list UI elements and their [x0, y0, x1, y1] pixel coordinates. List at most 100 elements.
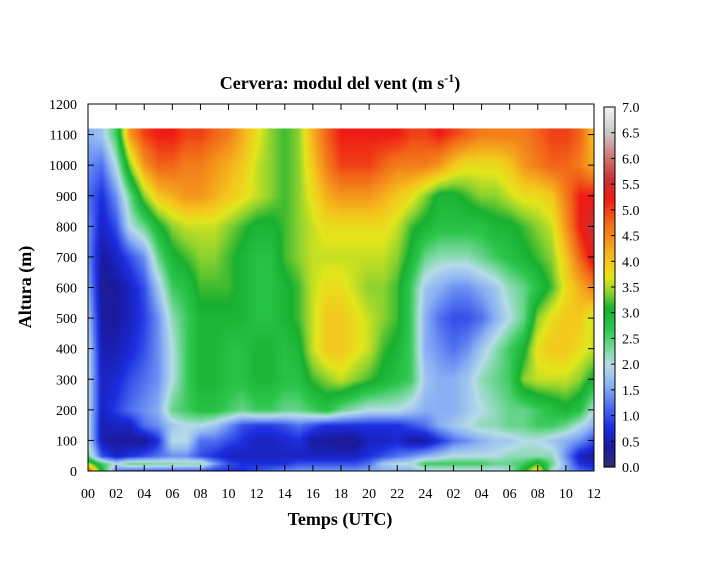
colorbar-swatch: [604, 292, 615, 296]
colorbar-swatch: [604, 287, 615, 291]
colorbar-swatch: [604, 194, 615, 198]
colorbar-swatch: [604, 305, 615, 309]
colorbar-swatch: [604, 369, 615, 373]
colorbar-tick-label: 0.5: [622, 435, 640, 450]
colorbar-swatch: [604, 310, 615, 314]
colorbar-swatch: [604, 266, 615, 270]
colorbar-swatch: [604, 225, 615, 229]
y-tick-label: 400: [56, 343, 77, 358]
colorbar-swatch: [604, 446, 615, 450]
colorbar-tick-label: 2.0: [622, 358, 640, 373]
colorbar-swatch: [604, 312, 615, 316]
colorbar: 0.0 0.5 1.0 1.5 2.0 2.5 3.0 3.5 4.0 4.5 5.0 5.5 6.0 6…: [603, 101, 640, 476]
colorbar-swatch: [604, 289, 615, 293]
colorbar-swatch: [604, 261, 615, 265]
colorbar-swatch: [604, 179, 615, 183]
colorbar-swatch: [604, 161, 615, 165]
colorbar-swatch: [604, 207, 615, 211]
y-tick-label: 100: [56, 434, 77, 449]
colorbar-swatch: [604, 227, 615, 232]
colorbar-swatch: [604, 263, 615, 268]
y-tick-label: 800: [56, 220, 77, 235]
colorbar-swatch: [604, 392, 615, 396]
y-tick-label: 500: [56, 312, 77, 327]
y-tick-label: 700: [56, 251, 77, 266]
colorbar-tick-label: 3.5: [622, 281, 640, 296]
colorbar-swatch: [604, 184, 615, 188]
x-tick-label: 10: [559, 487, 573, 502]
colorbar-tick-label: 1.5: [622, 384, 640, 399]
colorbar-swatch: [604, 143, 615, 147]
colorbar-swatch: [604, 212, 615, 216]
colorbar-swatch: [604, 181, 615, 185]
colorbar-tick-label: 0.0: [622, 461, 640, 476]
colorbar-swatch: [604, 353, 615, 358]
colorbar-swatch: [604, 341, 615, 345]
chart-title-close: ): [454, 73, 460, 94]
chart-title-superscript: -1: [444, 71, 454, 85]
colorbar-swatch: [604, 451, 615, 455]
colorbar-tick-label: 5.5: [622, 178, 640, 193]
colorbar-swatch: [604, 377, 615, 381]
colorbar-swatch: [604, 240, 615, 244]
colorbar-swatch: [604, 235, 615, 239]
colorbar-swatch: [604, 117, 615, 121]
chart-title: Cervera: modul del vent (m s-1): [220, 71, 460, 94]
x-tick-label: 20: [362, 487, 376, 502]
colorbar-swatch: [604, 130, 615, 134]
y-tick-label: 600: [56, 282, 77, 297]
colorbar-swatch: [604, 423, 615, 427]
y-tick-label: 0: [70, 465, 77, 480]
colorbar-swatch: [604, 387, 615, 391]
y-tick-label: 300: [56, 373, 77, 388]
colorbar-swatch: [604, 220, 615, 224]
colorbar-swatch: [604, 464, 615, 468]
colorbar-swatch: [604, 433, 615, 437]
colorbar-swatch: [604, 415, 615, 419]
colorbar-swatch: [604, 253, 615, 257]
x-tick-label: 02: [446, 487, 460, 502]
x-tick-label: 22: [390, 487, 404, 502]
colorbar-swatch: [604, 431, 615, 435]
x-tick-label: 10: [222, 487, 236, 502]
colorbar-swatch: [604, 395, 615, 399]
colorbar-swatch: [604, 279, 615, 283]
colorbar-swatch: [604, 197, 615, 201]
colorbar-swatch: [604, 359, 615, 363]
x-tick-label: 08: [531, 487, 545, 502]
colorbar-swatch: [604, 348, 615, 352]
colorbar-swatch: [604, 441, 615, 445]
colorbar-tick-label: 1.0: [622, 410, 640, 425]
colorbar-swatch: [604, 335, 615, 340]
colorbar-swatch: [604, 127, 615, 131]
colorbar-swatch: [604, 119, 615, 124]
colorbar-swatch: [604, 163, 615, 167]
colorbar-swatch: [604, 418, 615, 422]
colorbar-swatch: [604, 459, 615, 463]
colorbar-swatch: [604, 186, 615, 190]
colorbar-tick-label: 4.0: [622, 255, 640, 270]
colorbar-swatch: [604, 449, 615, 453]
colorbar-swatch: [604, 333, 615, 337]
colorbar-swatch: [604, 150, 615, 154]
colorbar-tick-label: 6.5: [622, 127, 640, 142]
colorbar-swatch: [604, 407, 615, 412]
x-tick-label: 06: [165, 487, 179, 502]
colorbar-swatch: [604, 199, 615, 203]
colorbar-swatch: [604, 274, 615, 278]
colorbar-swatch: [604, 461, 615, 466]
colorbar-swatch: [604, 413, 615, 417]
colorbar-swatch: [604, 338, 615, 342]
x-tick-label: 24: [418, 487, 432, 502]
y-tick-label: 200: [56, 404, 77, 419]
colorbar-tick-label: 6.0: [622, 152, 640, 167]
colorbar-swatch: [604, 436, 615, 440]
y-tick-label: 1000: [49, 159, 77, 174]
colorbar-swatch: [604, 297, 615, 301]
colorbar-swatch: [604, 189, 615, 193]
heatmap-plot-area: [88, 128, 594, 472]
x-tick-label: 14: [278, 487, 292, 502]
colorbar-swatch: [604, 135, 615, 139]
colorbar-swatch: [604, 284, 615, 288]
colorbar-swatch: [604, 346, 615, 350]
